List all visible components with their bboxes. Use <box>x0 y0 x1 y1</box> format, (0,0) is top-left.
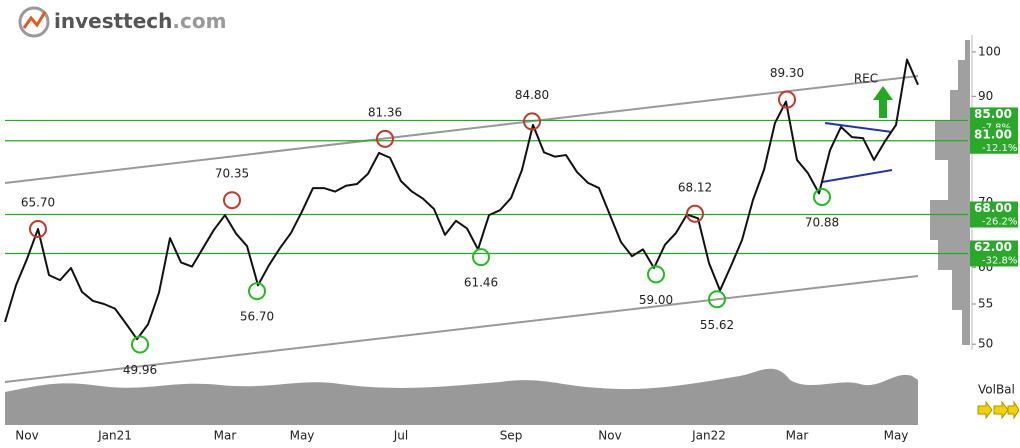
y-tick-label: 90 <box>978 89 993 103</box>
y-tick-label: 55 <box>978 296 993 310</box>
level-change: -26.2% <box>982 217 1017 228</box>
extreme-label: 55.62 <box>700 318 734 332</box>
volume-profile <box>930 40 970 345</box>
extreme-circle <box>813 188 831 207</box>
extreme-label: 70.35 <box>215 167 249 181</box>
logo-icon <box>18 6 50 38</box>
trend-channel <box>4 275 919 383</box>
x-tick-label: Sep <box>500 429 523 443</box>
extreme-label: 81.36 <box>368 105 402 119</box>
x-tick-label: Mar <box>786 429 809 443</box>
extreme-label: 56.70 <box>240 310 274 324</box>
extreme-label: 65.70 <box>21 196 55 210</box>
extreme-label: 61.46 <box>464 276 498 290</box>
level-label: 85.00 <box>974 107 1012 121</box>
x-tick-label: Nov <box>598 429 621 443</box>
logo-domain: .com <box>172 9 226 33</box>
extreme-label: 89.30 <box>770 66 804 80</box>
indicator-arrows <box>977 400 1020 420</box>
x-tick-label: May <box>290 429 315 443</box>
triangle-line <box>821 169 893 183</box>
level-label: 68.00 <box>974 201 1012 215</box>
logo-icon <box>22 11 47 29</box>
extreme-circle <box>778 90 796 109</box>
level-box <box>970 127 1018 154</box>
level-box <box>970 240 1018 267</box>
extreme-circle <box>131 335 149 354</box>
logo-text: investtech.com <box>54 9 226 33</box>
extreme-circle <box>29 220 47 239</box>
level-label: 62.00 <box>974 240 1012 254</box>
price-line <box>4 58 919 341</box>
x-tick-label: Mar <box>214 429 237 443</box>
x-tick-label: Jan21 <box>97 429 132 443</box>
x-tick-label: Jan22 <box>691 429 726 443</box>
extreme-circle <box>248 282 266 301</box>
x-tick-label: Nov <box>15 429 38 443</box>
extreme-circle <box>376 129 394 148</box>
extreme-circle <box>523 112 541 131</box>
triangle-line <box>824 122 893 133</box>
y-tick-label: 50 <box>978 337 993 351</box>
x-tick-label: Jul <box>393 429 408 443</box>
extreme-label: 70.88 <box>805 216 839 230</box>
extreme-circle <box>708 290 726 309</box>
buy-arrow <box>873 86 893 118</box>
y-tick-label: 100 <box>978 44 1001 58</box>
level-change: -32.8% <box>982 255 1017 266</box>
level-box <box>970 201 1018 228</box>
volume-area <box>5 368 918 425</box>
signal-label: REC <box>854 72 878 86</box>
level-label: 81.00 <box>974 127 1012 141</box>
indicator-label: VolBal <box>978 383 1015 397</box>
extreme-circle <box>686 204 704 223</box>
logo-name: investtech <box>54 9 172 33</box>
x-tick-label: May <box>884 429 909 443</box>
extreme-label: 59.00 <box>639 293 673 307</box>
logo: investtech.com <box>18 6 226 38</box>
trend-channel <box>4 75 919 184</box>
extreme-label: 49.96 <box>123 363 157 377</box>
extreme-circle <box>223 191 241 210</box>
extreme-circle <box>472 248 490 267</box>
level-change: -12.1% <box>982 143 1017 154</box>
extreme-label: 84.80 <box>515 88 549 102</box>
extreme-circle <box>647 265 665 284</box>
extreme-label: 68.12 <box>678 180 712 194</box>
